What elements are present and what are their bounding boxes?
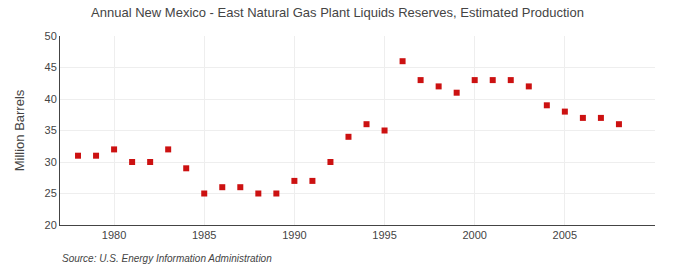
svg-text:Source: U.S. Energy Informatio: Source: U.S. Energy Information Administ… (62, 253, 272, 264)
svg-text:1995: 1995 (372, 229, 396, 241)
svg-text:30: 30 (45, 156, 57, 168)
svg-text:35: 35 (45, 124, 57, 136)
svg-text:20: 20 (45, 219, 57, 231)
svg-text:1985: 1985 (192, 229, 216, 241)
svg-text:25: 25 (45, 187, 57, 199)
svg-text:50: 50 (45, 30, 57, 42)
svg-text:1990: 1990 (282, 229, 306, 241)
svg-text:Million Barrels: Million Barrels (12, 89, 27, 171)
svg-text:1980: 1980 (102, 229, 126, 241)
svg-text:45: 45 (45, 61, 57, 73)
svg-text:Annual New Mexico - East Natur: Annual New Mexico - East Natural Gas Pla… (91, 5, 584, 20)
svg-text:2000: 2000 (462, 229, 486, 241)
svg-text:2005: 2005 (553, 229, 577, 241)
svg-text:40: 40 (45, 93, 57, 105)
